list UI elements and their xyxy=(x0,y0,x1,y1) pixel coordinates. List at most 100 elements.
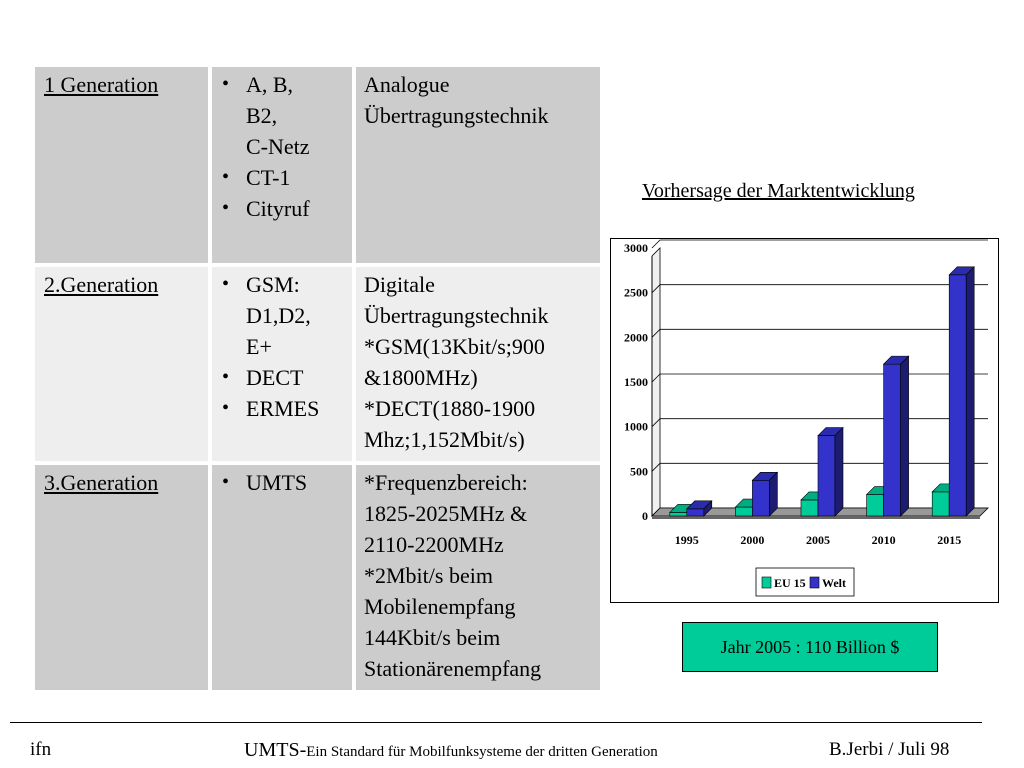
bar-side xyxy=(769,471,778,517)
system-text: Cityruf xyxy=(246,196,310,221)
y-tick-label: 1000 xyxy=(624,420,648,434)
description-line: 1825-2025MHz & xyxy=(364,501,528,526)
footer-author-date: B.Jerbi / Juli 98 xyxy=(829,739,950,760)
y-tick-label: 0 xyxy=(642,509,648,523)
systems-list: GSM: D1,D2, E+ DECT ERMES xyxy=(220,269,352,424)
generation-row: 3.Generation UMTS *Frequenzbereich: 1825-20… xyxy=(35,461,600,690)
grid-diag xyxy=(651,329,661,338)
system-text: D1,D2, xyxy=(246,303,311,328)
bar-welt xyxy=(752,479,770,517)
market-forecast-chart: 0 500 1000 1500 2000 2500 3000 1995 2000 2005 2010… xyxy=(610,238,999,603)
footer-title-sub: Ein Standard für Mobilfunksysteme der dr… xyxy=(306,744,658,760)
grid-diag xyxy=(651,373,661,383)
legend-label: Welt xyxy=(822,576,846,590)
bar-welt xyxy=(948,274,967,517)
generation-label: 1 Generation xyxy=(44,72,159,97)
system-text: B2, xyxy=(246,103,278,128)
footer-institute: ifn xyxy=(30,739,52,760)
system-text: ERMES xyxy=(246,396,320,421)
footer-divider xyxy=(10,722,982,723)
revenue-callout: Jahr 2005 : 110 Billion $ xyxy=(682,622,938,672)
system-text: CT-1 xyxy=(246,165,291,190)
description-cell: Digitale Übertragungstechnik *GSM(13Kbit/s… xyxy=(356,263,600,461)
system-item: ERMES xyxy=(220,393,352,424)
generation-cell: 1 Generation xyxy=(35,67,212,263)
systems-list: A, B, B2, C-Netz CT-1 Cityruf xyxy=(220,69,352,224)
description-line: 144Kbit/s beim xyxy=(364,625,501,650)
bar-eu-15 xyxy=(735,506,753,517)
description-line: *DECT(1880-1900 xyxy=(364,396,536,421)
bar-side xyxy=(900,355,909,517)
system-text: UMTS xyxy=(246,470,308,495)
description-line: Mhz;1,152Mbit/s) xyxy=(364,427,525,452)
x-tick-label: 1995 xyxy=(675,533,699,547)
footer-title: UMTS-Ein Standard für Mobilfunksysteme d… xyxy=(244,739,658,762)
chart-frame xyxy=(610,238,999,603)
legend-swatch xyxy=(761,576,772,589)
legend-label: EU 15 xyxy=(774,576,806,590)
system-item: Cityruf xyxy=(220,193,352,224)
description-line: *2Mbit/s beim xyxy=(364,563,493,588)
description-line: Analogue xyxy=(364,72,450,97)
description-line: Mobilenempfang xyxy=(364,594,516,619)
description-line: &1800MHz) xyxy=(364,365,478,390)
grid-diag xyxy=(651,239,661,249)
x-tick-label: 2000 xyxy=(740,533,764,547)
generation-cell: 2.Generation xyxy=(35,263,212,461)
description-line: 2110-2200MHz xyxy=(364,532,504,557)
bar-eu-15 xyxy=(866,494,884,517)
grid-diag xyxy=(651,284,661,293)
x-tick-label: 2010 xyxy=(872,533,896,547)
systems-cell: UMTS xyxy=(212,461,356,690)
grid-diag xyxy=(651,418,661,427)
bar-side xyxy=(834,426,844,517)
description-line: Übertragungstechnik xyxy=(364,103,549,128)
system-item: DECT xyxy=(220,362,352,393)
bar-eu-15 xyxy=(800,499,819,517)
chart-title: Vorhersage der Marktentwicklung xyxy=(642,180,915,202)
bar-welt xyxy=(883,363,901,517)
bar-welt xyxy=(817,435,836,517)
description-line: *GSM(13Kbit/s;900 xyxy=(364,334,545,359)
description-line: Stationärenempfang xyxy=(364,656,542,681)
system-item: CT-1 xyxy=(220,162,352,193)
x-tick-label: 2005 xyxy=(806,533,830,547)
system-text: C-Netz xyxy=(246,134,310,159)
generations-table: 1 Generation A, B, B2, C-Netz CT-1 Cityruf Ana… xyxy=(35,67,600,690)
bar-side xyxy=(703,500,713,517)
bar-eu-15 xyxy=(931,491,950,517)
chart-floor-edge xyxy=(652,516,980,519)
description-line: *Frequenzbereich: xyxy=(364,470,528,495)
bar-welt xyxy=(686,508,705,517)
systems-list: UMTS xyxy=(220,467,352,498)
y-tick-label: 3000 xyxy=(624,241,648,255)
system-item: A, B, B2, C-Netz xyxy=(220,69,352,162)
systems-cell: GSM: D1,D2, E+ DECT ERMES xyxy=(212,263,356,461)
legend-swatch xyxy=(809,576,820,589)
description-cell: Analogue Übertragungstechnik xyxy=(356,67,600,263)
system-item: UMTS xyxy=(220,467,352,498)
generation-cell: 3.Generation xyxy=(35,461,212,690)
generation-row: 2.Generation GSM: D1,D2, E+ DECT ERMES Digital… xyxy=(35,263,600,461)
description-line: Digitale xyxy=(364,272,435,297)
footer-title-main: UMTS- xyxy=(244,739,307,761)
y-tick-label: 2000 xyxy=(624,330,648,344)
generation-label: 2.Generation xyxy=(44,272,159,297)
system-text: DECT xyxy=(246,365,304,390)
system-text: E+ xyxy=(246,334,272,359)
grid-diag xyxy=(651,463,661,472)
legend-box xyxy=(755,567,855,597)
generation-label: 3.Generation xyxy=(44,470,159,495)
y-tick-label: 2500 xyxy=(624,286,648,300)
bar-eu-15 xyxy=(669,512,688,517)
systems-cell: A, B, B2, C-Netz CT-1 Cityruf xyxy=(212,67,356,263)
system-text: GSM: xyxy=(246,272,300,297)
description-cell: *Frequenzbereich: 1825-2025MHz & 2110-2200… xyxy=(356,461,600,690)
y-tick-label: 1500 xyxy=(624,375,648,389)
system-text: A, B, xyxy=(246,72,294,97)
bar-side xyxy=(965,266,975,517)
generation-row: 1 Generation A, B, B2, C-Netz CT-1 Cityruf Ana… xyxy=(35,67,600,263)
x-tick-label: 2015 xyxy=(937,533,961,547)
system-item: GSM: D1,D2, E+ xyxy=(220,269,352,362)
y-tick-label: 500 xyxy=(630,464,648,478)
